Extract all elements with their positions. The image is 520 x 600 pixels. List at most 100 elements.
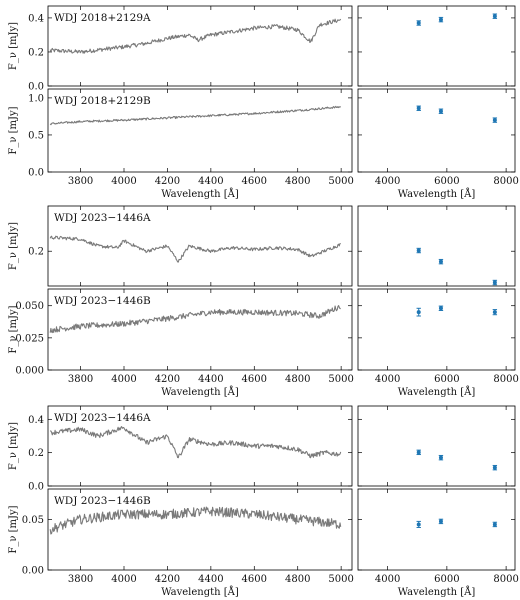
y-axis-label: F_ν [mJy] xyxy=(8,222,19,270)
photometry-point xyxy=(416,522,421,527)
photometry-point xyxy=(492,522,497,527)
x-tick-label: 5000 xyxy=(328,574,353,585)
photometry-point xyxy=(492,465,497,470)
panel-frame xyxy=(357,488,516,571)
y-tick-label: 0.0 xyxy=(28,482,44,493)
y-tick-label: 0.00 xyxy=(22,566,44,577)
photometry-panel: 4000 6000 8000 Wavelength [Å] xyxy=(357,88,519,200)
panel-frame xyxy=(357,205,516,287)
x-tick-label: 4800 xyxy=(285,574,310,585)
panel-frame xyxy=(47,288,353,371)
photometry-panel: 4000 6000 8000 Wavelength [Å] xyxy=(357,488,519,598)
y-tick-label: 0.050 xyxy=(15,301,44,312)
y-tick-label: 0.4 xyxy=(28,415,44,426)
x-tick-label: 4800 xyxy=(285,176,310,187)
photometry-panel xyxy=(357,405,516,487)
x-tick-label: 4000 xyxy=(375,176,400,187)
photometry-point xyxy=(416,106,421,111)
y-tick-label: 0.0 xyxy=(28,168,44,179)
panel-frame xyxy=(357,405,516,487)
panel-title: WDJ 2023−1446A xyxy=(54,212,151,224)
x-tick-label: 4400 xyxy=(198,574,223,585)
photometry-point xyxy=(438,259,443,264)
photometry-point xyxy=(438,109,443,114)
x-tick-label: 8000 xyxy=(493,176,518,187)
y-tick-label: 0.2 xyxy=(28,448,44,459)
x-tick-label: 4000 xyxy=(111,374,136,385)
x-tick-label: 5000 xyxy=(328,374,353,385)
y-axis-label: F_ν [mJy] xyxy=(8,422,19,470)
spectrum-panel: WDJ 2023−1446A 0.0 0.2 0.4 F_ν [mJy] xyxy=(8,405,353,493)
x-tick-label: 4400 xyxy=(198,374,223,385)
panel-frame xyxy=(47,5,353,87)
panel-frame xyxy=(47,88,353,173)
x-tick-label: 4200 xyxy=(155,176,180,187)
y-tick-label: 0.4 xyxy=(28,13,44,24)
x-tick-label: 6000 xyxy=(434,176,459,187)
panel-frame xyxy=(47,405,353,487)
photometry-point xyxy=(416,21,421,26)
y-tick-label: 1.0 xyxy=(28,93,44,104)
x-tick-label: 5000 xyxy=(328,176,353,187)
photometry-point xyxy=(492,310,497,315)
photometry-point xyxy=(438,306,443,311)
x-axis-label: Wavelength [Å] xyxy=(161,188,239,200)
x-axis-label: Wavelength [Å] xyxy=(398,586,476,598)
y-axis-label: F_ν [mJy] xyxy=(8,505,19,553)
x-axis-label: Wavelength [Å] xyxy=(398,386,476,398)
panel-frame xyxy=(357,88,516,173)
x-tick-label: 8000 xyxy=(493,574,518,585)
x-tick-label: 4000 xyxy=(111,574,136,585)
x-tick-label: 4600 xyxy=(242,574,267,585)
panel-title: WDJ 2018+2129A xyxy=(54,12,151,24)
x-tick-label: 4600 xyxy=(242,374,267,385)
photometry-point xyxy=(416,310,421,315)
spectrum-panel: WDJ 2018+2129A 0.0 0.2 0.4 F_ν [mJy] xyxy=(8,5,353,93)
x-tick-label: 4400 xyxy=(198,176,223,187)
x-tick-label: 3800 xyxy=(68,374,93,385)
x-tick-label: 6000 xyxy=(434,574,459,585)
x-axis-label: Wavelength [Å] xyxy=(161,386,239,398)
y-tick-label: 0.2 xyxy=(28,247,44,258)
y-tick-label: 0.05 xyxy=(22,515,44,526)
panel-frame xyxy=(357,5,516,87)
spectrum-panel: WDJ 2023−1446B 0.00 0.05F_ν [mJy] 3800 4000 4… xyxy=(8,488,354,598)
x-tick-label: 4600 xyxy=(242,176,267,187)
panel-frame xyxy=(357,288,516,371)
y-tick-label: 0.0 xyxy=(28,82,44,93)
panel-title: WDJ 2023−1446B xyxy=(54,295,151,307)
spectrum-panel: WDJ 2023−1446A 0.2 F_ν [mJy] xyxy=(8,205,353,287)
spectrum-panel: WDJ 2018+2129B 0.0 0.5 1.0 F_ν [mJy] 3800 4000… xyxy=(8,88,354,200)
spectrum-line xyxy=(49,235,341,263)
x-tick-label: 8000 xyxy=(493,374,518,385)
x-tick-label: 3800 xyxy=(68,176,93,187)
panel-frame xyxy=(47,205,353,287)
x-axis-label: Wavelength [Å] xyxy=(398,188,476,200)
x-tick-label: 4200 xyxy=(155,574,180,585)
x-tick-label: 4000 xyxy=(111,176,136,187)
photometry-panel: 4000 6000 8000 Wavelength [Å] xyxy=(357,288,519,398)
photometry-point xyxy=(492,280,497,285)
y-axis-label: F_ν [mJy] xyxy=(8,22,19,70)
photometry-panel xyxy=(357,205,516,287)
photometry-point xyxy=(416,248,421,253)
x-tick-label: 3800 xyxy=(68,574,93,585)
panel-title: WDJ 2023−1446A xyxy=(54,412,151,424)
panel-title: WDJ 2023−1446B xyxy=(54,495,151,507)
spectrum-line xyxy=(49,305,341,334)
y-tick-label: 0.2 xyxy=(28,47,44,58)
spectrum-line xyxy=(49,18,342,54)
x-tick-label: 4200 xyxy=(155,374,180,385)
spectrum-line xyxy=(49,105,342,126)
photometry-point xyxy=(438,519,443,524)
x-tick-label: 4800 xyxy=(285,374,310,385)
photometry-point xyxy=(438,17,443,22)
x-tick-label: 4000 xyxy=(375,374,400,385)
photometry-panel xyxy=(357,5,516,87)
photometry-point xyxy=(438,455,443,460)
panel-title: WDJ 2018+2129B xyxy=(54,95,151,107)
y-tick-label: 0.025 xyxy=(15,333,44,344)
photometry-point xyxy=(492,118,497,123)
